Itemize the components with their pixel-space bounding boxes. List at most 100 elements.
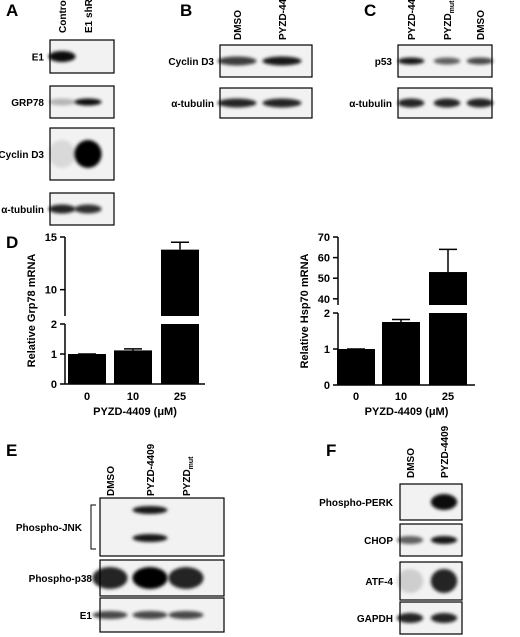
error-bar <box>124 348 142 351</box>
y-tick-label: 0 <box>51 379 57 391</box>
x-tick-label: 25 <box>174 391 186 403</box>
lane-label-sub: mut <box>449 0 456 13</box>
bar <box>114 350 152 384</box>
bar-upper <box>161 249 199 316</box>
band <box>168 611 204 619</box>
band <box>396 569 424 593</box>
x-tick-label: 0 <box>84 391 90 403</box>
band <box>466 57 494 65</box>
lane-label-main: PYZD <box>443 13 454 40</box>
band <box>132 567 168 589</box>
row-label: α-tubulin <box>1 205 44 216</box>
band <box>466 98 494 108</box>
row-label: E1 <box>80 611 93 622</box>
lane-label: PYZD-4409 <box>146 443 157 496</box>
error-bar <box>392 318 410 322</box>
band <box>262 98 302 108</box>
band <box>217 56 257 66</box>
panel-label: A <box>6 1 18 20</box>
y-tick-label: 10 <box>45 285 57 297</box>
band <box>132 506 168 514</box>
lane-label-sub: mut <box>188 456 195 470</box>
band <box>397 57 425 65</box>
x-tick-label: 10 <box>127 391 139 403</box>
panel-label: E <box>6 441 17 460</box>
y-tick-label: 50 <box>318 273 330 285</box>
band <box>217 98 257 108</box>
lane-label: DMSO <box>476 10 487 40</box>
bar-upper <box>429 272 467 305</box>
band <box>262 56 302 66</box>
lane-label: PYZD-4409 <box>407 0 418 40</box>
y-tick-label: 1 <box>51 349 57 361</box>
row-label: α-tubulin <box>349 99 392 110</box>
band <box>132 534 168 542</box>
row-label: Phospho-PERK <box>319 498 394 509</box>
row-label: GRP78 <box>11 98 44 109</box>
band <box>430 494 458 510</box>
band <box>396 536 424 544</box>
band <box>433 98 461 108</box>
y-tick-label: 0 <box>324 380 330 392</box>
bar <box>161 324 199 384</box>
row-label: GAPDH <box>357 614 393 625</box>
y-axis-label: Relative Hsp70 mRNA <box>299 253 311 368</box>
y-tick-label: 60 <box>318 253 330 265</box>
band <box>48 98 76 106</box>
bar <box>429 313 467 385</box>
band <box>430 536 458 544</box>
bar <box>382 322 420 385</box>
x-tick-label: 0 <box>353 391 359 403</box>
panel-label: C <box>364 1 376 20</box>
lane-label: PYZD-4409 <box>278 0 289 40</box>
band <box>397 98 425 108</box>
error-bar <box>171 241 189 250</box>
y-tick-label: 2 <box>324 308 330 320</box>
x-axis-label: PYZD-4409 (μM) <box>93 406 177 418</box>
band <box>74 204 102 214</box>
lane-label: E1 shRNA <box>84 0 95 33</box>
bar <box>337 349 375 385</box>
band <box>48 140 76 168</box>
band <box>433 57 461 65</box>
panel-label: F <box>326 441 336 460</box>
band <box>74 98 102 106</box>
row-label: Phospho-p38 <box>29 574 93 585</box>
x-axis-label: PYZD-4409 (μM) <box>365 406 449 418</box>
panel-label: B <box>180 1 192 20</box>
y-tick-label: 70 <box>318 232 330 244</box>
row-label: p53 <box>375 57 393 68</box>
row-label: Phospho-JNK <box>16 523 83 534</box>
band <box>92 567 128 589</box>
lane-label: DMSO <box>106 466 117 496</box>
row-label: Cyclin D3 <box>0 150 44 161</box>
row-label: α-tubulin <box>171 99 214 110</box>
band <box>430 569 458 593</box>
lane-label: PYZDmut <box>443 0 456 40</box>
error-bar <box>439 248 457 273</box>
y-tick-label: 15 <box>45 232 57 244</box>
y-tick-label: 1 <box>324 344 330 356</box>
bar <box>68 354 106 384</box>
lane-label: PYZDmut <box>182 456 195 496</box>
y-tick-label: 40 <box>318 294 330 306</box>
lane-label: PYZD-4409 <box>440 425 451 478</box>
row-label: ATF-4 <box>365 577 393 588</box>
band <box>48 204 76 214</box>
bracket <box>90 504 96 550</box>
lane-label: Control <box>58 0 69 33</box>
blot-box <box>99 497 225 557</box>
row-label: CHOP <box>364 536 393 547</box>
y-tick-label: 2 <box>51 319 57 331</box>
x-tick-label: 10 <box>395 391 407 403</box>
band <box>48 51 76 62</box>
band <box>396 613 424 623</box>
lane-label: DMSO <box>233 10 244 40</box>
band <box>430 613 458 623</box>
row-label: Cyclin D3 <box>168 57 214 68</box>
lane-label: DMSO <box>406 448 417 478</box>
band <box>92 611 128 619</box>
lane-label-main: PYZD <box>182 469 193 496</box>
band <box>132 611 168 619</box>
